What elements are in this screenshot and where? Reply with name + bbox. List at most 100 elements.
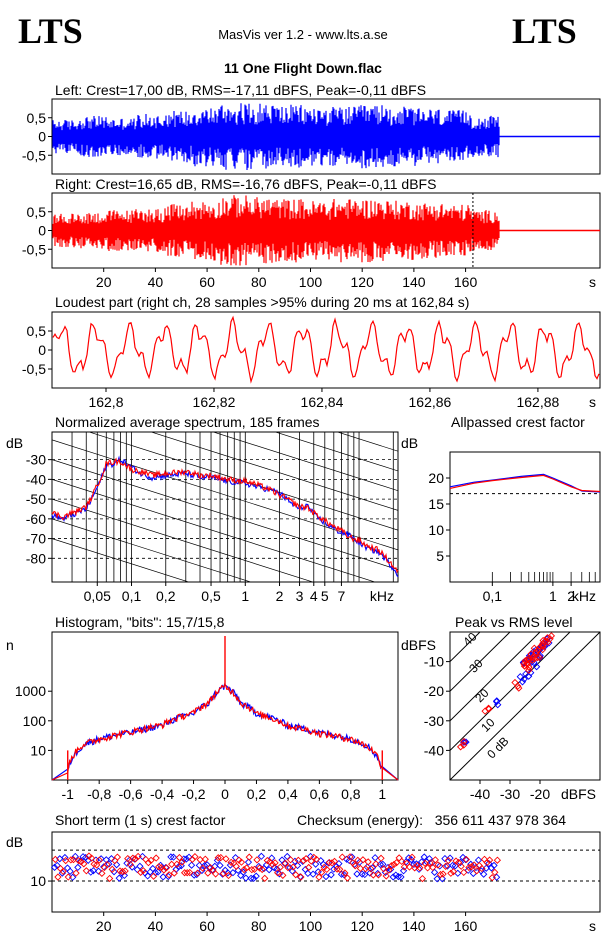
stcrest-ylabel: dB	[6, 834, 23, 850]
spectrum-slope	[212, 432, 398, 492]
stcrest-right-point	[328, 859, 336, 867]
stcrest-right-point	[186, 868, 194, 877]
stcrest-right-point	[67, 856, 75, 864]
stcrest-right-point	[268, 860, 277, 869]
spectrum-xtick-label: 3	[296, 588, 304, 604]
stcrest-right-point	[193, 869, 202, 877]
stcrest-left-point	[368, 864, 377, 872]
spectrum-ytick-label: -30	[26, 452, 46, 468]
stcrest-xunit: s	[589, 918, 596, 934]
stcrest-right-point	[149, 872, 158, 880]
stcrest-right-point	[470, 861, 478, 869]
stcrest-left-point	[490, 861, 498, 870]
spectrum-slope	[52, 498, 314, 582]
peakrms-right-point	[533, 654, 541, 662]
stcrest-left-point	[322, 872, 330, 881]
stcrest-right-point	[95, 856, 103, 864]
stcrest-right-point	[382, 872, 390, 880]
peakrms-ytick-label: -10	[424, 654, 444, 670]
stcrest-xtick-label: 140	[402, 918, 426, 934]
stcrest-right-point	[276, 863, 284, 871]
stcrest-right-point	[214, 854, 222, 862]
stcrest-left-point	[216, 861, 224, 870]
right-ytick-label: 0	[38, 223, 46, 239]
crest-frame	[449, 451, 601, 583]
stcrest-right-point	[211, 870, 220, 878]
histogram-xtick-label: 1	[378, 786, 386, 802]
loudest-xtick-label: 162,86	[409, 394, 452, 410]
stcrest-left-point	[451, 862, 459, 870]
stcrest-right-point	[488, 874, 496, 882]
peakrms-right-point	[521, 662, 529, 670]
peakrms-left-point	[516, 673, 524, 681]
crest-xtick-label: 2	[567, 588, 575, 604]
peakrms-diagonal-label: 10	[478, 715, 498, 735]
loudest-ytick-label: 0,5	[27, 323, 47, 339]
stcrest-left-point	[169, 853, 178, 861]
histogram-xtick-label: -0,4	[150, 786, 174, 802]
spectrum-xtick-label: 7	[338, 588, 346, 604]
stcrest-title: Short term (1 s) crest factor	[55, 812, 226, 828]
peakrms-right-point	[539, 642, 547, 651]
peakrms-xunit: dBFS	[561, 786, 596, 802]
crest-title: Allpassed crest factor	[451, 414, 585, 430]
spectrum-xunit: kHz	[370, 588, 394, 604]
loudest-xtick-label: 162,88	[516, 394, 559, 410]
stcrest-right-point	[80, 860, 88, 868]
stcrest-right-point	[398, 857, 406, 866]
stcrest-right-point	[59, 867, 67, 876]
stcrest-left-point	[231, 854, 240, 862]
stcrest-left-point	[275, 870, 284, 878]
peakrms-frame	[449, 631, 601, 781]
peakrms-xtick-label: -20	[530, 786, 550, 802]
stcrest-right-point	[219, 869, 228, 878]
spectrum-slope	[52, 479, 376, 582]
stcrest-left-point	[224, 869, 232, 877]
spectrum-ytick-label: -70	[26, 531, 46, 547]
stcrest-right-point	[292, 871, 300, 879]
crest-ylabel: dB	[401, 435, 418, 451]
stcrest-right-point	[147, 856, 155, 864]
spectrum-xtick-label: 0,2	[156, 588, 176, 604]
stcrest-right-point	[199, 864, 207, 872]
stcrest-right-point	[162, 864, 171, 872]
histogram-ytick-label: 10	[30, 742, 46, 758]
stcrest-right-point	[408, 853, 416, 861]
stcrest-right-point	[237, 858, 246, 866]
stcrest-right-point	[346, 853, 354, 861]
peakrms-right-point	[547, 632, 556, 640]
loudest-xunit: s	[589, 394, 596, 410]
stcrest-left-point	[66, 867, 74, 875]
stcrest-left-point	[107, 855, 116, 863]
stcrest-left-point	[110, 868, 118, 876]
stcrest-xtick-label: 120	[351, 918, 375, 934]
stcrest-right-point	[178, 858, 186, 866]
stcrest-right-point	[51, 855, 59, 864]
stcrest-left-point	[50, 863, 59, 871]
stcrest-right-point	[356, 864, 365, 873]
stcrest-right-point	[281, 859, 290, 868]
stcrest-left-point	[154, 868, 162, 876]
peakrms-title: Peak vs RMS level	[455, 614, 572, 630]
peakrms-right-point	[460, 737, 468, 746]
crest-xunit: kHz	[572, 588, 596, 604]
peakrms-diagonal	[450, 632, 541, 722]
stcrest-left-point	[167, 853, 175, 861]
stcrest-left-point	[74, 863, 82, 872]
stcrest-left-point	[474, 856, 483, 864]
stcrest-left-point	[309, 870, 317, 878]
stcrest-right-point	[491, 868, 499, 876]
peakrms-left-point	[522, 670, 530, 678]
peakrms-xtick-label: -40	[470, 786, 490, 802]
stcrest-left-point	[229, 869, 237, 877]
stcrest-right-point	[188, 855, 196, 864]
peakrms-right-point	[543, 634, 551, 642]
stcrest-right-point	[93, 861, 101, 869]
peakrms-left-point	[462, 738, 470, 746]
left-title: Left: Crest=17,00 dB, RMS=-17,11 dBFS, P…	[55, 82, 426, 98]
stcrest-left-point	[247, 874, 255, 882]
stcrest-right-point	[483, 858, 491, 867]
stcrest-right-point	[330, 857, 339, 866]
stcrest-xtick-label: 40	[148, 918, 164, 934]
stcrest-left-point	[418, 858, 426, 866]
